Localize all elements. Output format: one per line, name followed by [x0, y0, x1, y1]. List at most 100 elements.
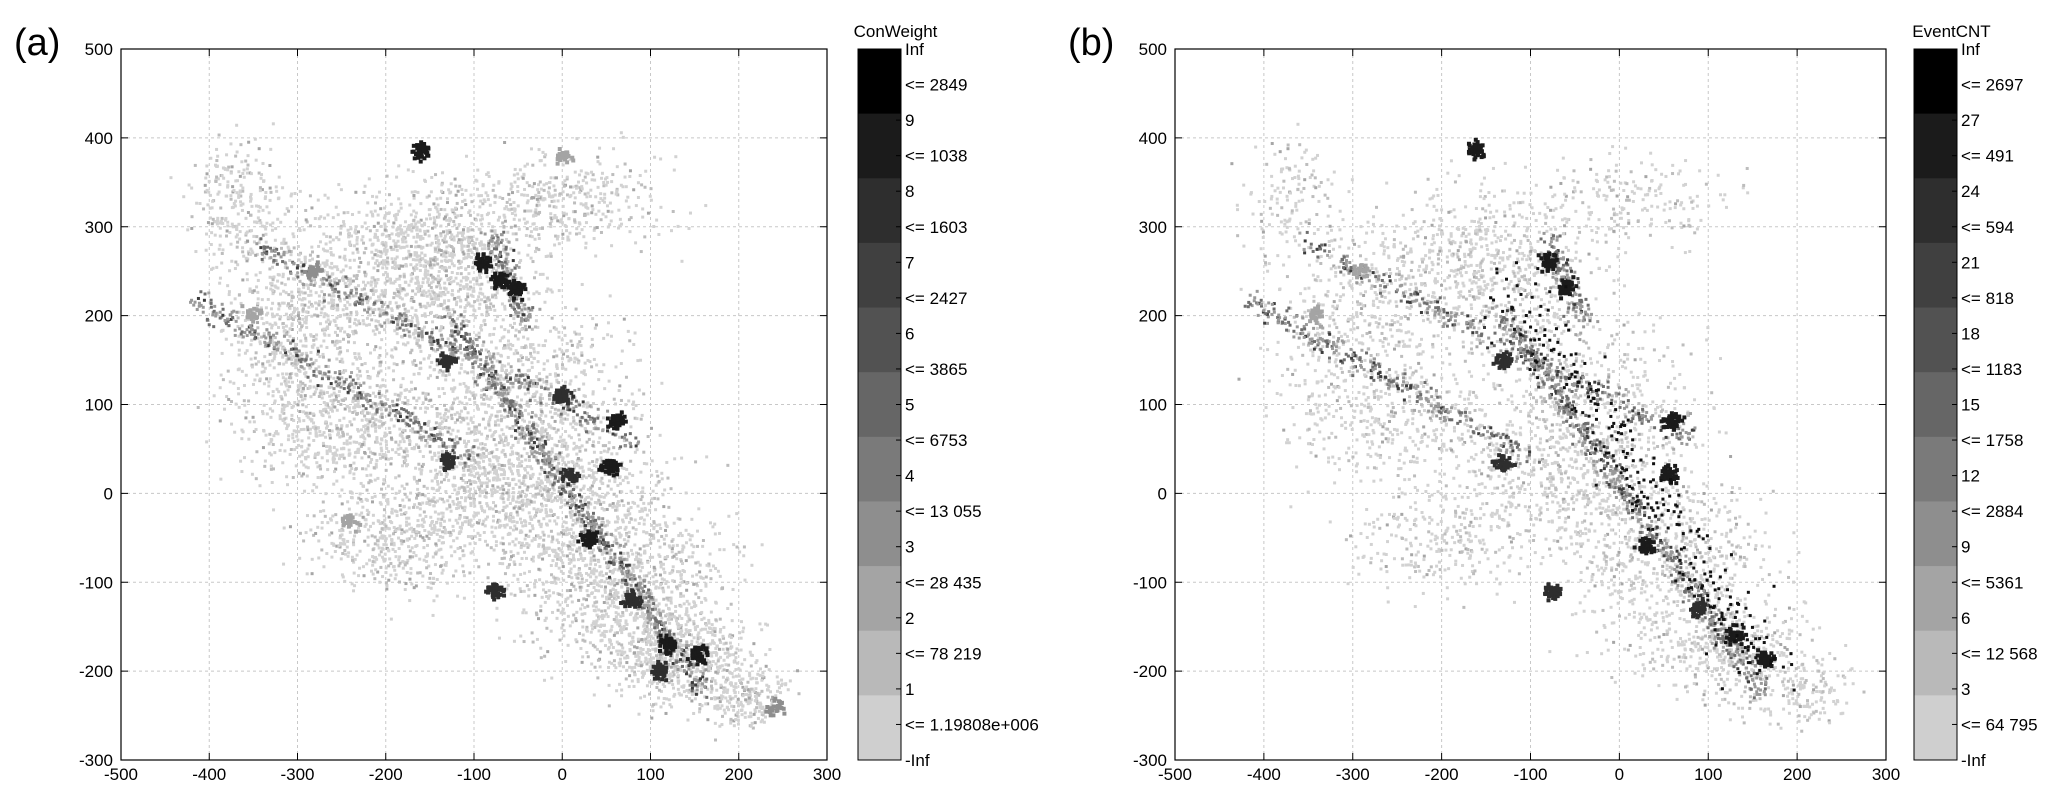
- data-point: [521, 418, 524, 421]
- data-point: [377, 264, 380, 267]
- data-point: [601, 482, 604, 485]
- data-point: [329, 241, 332, 244]
- data-point: [314, 217, 317, 220]
- data-point: [461, 358, 464, 361]
- data-point: [340, 270, 343, 273]
- data-point: [377, 308, 380, 311]
- data-point: [521, 504, 524, 507]
- data-point: [727, 515, 730, 518]
- data-point: [463, 574, 466, 577]
- data-point: [439, 303, 442, 306]
- data-point: [535, 375, 538, 378]
- data-point: [492, 478, 495, 481]
- data-point: [448, 373, 451, 376]
- data-point: [437, 518, 440, 521]
- data-point: [500, 495, 503, 498]
- data-point: [207, 292, 210, 295]
- data-point: [485, 496, 488, 499]
- data-point: [378, 191, 381, 194]
- data-point: [273, 275, 276, 278]
- data-point: [321, 434, 324, 437]
- data-point: [498, 441, 501, 444]
- data-point: [246, 349, 249, 352]
- data-point: [467, 320, 470, 323]
- data-point: [434, 225, 437, 228]
- data-point: [317, 199, 320, 202]
- data-point: [516, 578, 519, 581]
- data-point: [350, 371, 353, 374]
- data-point: [309, 395, 312, 398]
- data-point: [482, 466, 485, 469]
- data-point: [650, 427, 653, 430]
- data-point: [468, 479, 471, 482]
- data-point: [600, 477, 603, 480]
- data-point: [479, 287, 482, 290]
- data-point: [236, 263, 239, 266]
- data-point: [570, 340, 573, 343]
- data-point: [534, 496, 537, 499]
- data-point: [534, 271, 537, 274]
- data-point: [318, 395, 321, 398]
- data-point: [322, 353, 325, 356]
- data-point: [557, 429, 560, 432]
- data-point: [425, 392, 428, 395]
- data-point: [503, 308, 506, 311]
- data-point: [524, 524, 527, 527]
- data-point: [322, 339, 325, 342]
- data-point: [418, 228, 421, 231]
- data-point: [562, 163, 565, 166]
- data-point: [538, 372, 541, 375]
- data-point: [451, 323, 454, 326]
- data-point: [431, 456, 434, 459]
- data-point: [433, 263, 436, 266]
- data-point: [484, 411, 487, 414]
- data-point: [271, 282, 274, 285]
- data-point: [352, 280, 355, 283]
- data-point: [265, 321, 268, 324]
- data-point: [460, 266, 463, 269]
- data-point: [491, 531, 494, 534]
- data-point: [284, 213, 287, 216]
- data-point: [521, 524, 524, 527]
- data-point: [472, 277, 475, 280]
- data-point: [435, 421, 438, 424]
- data-point: [527, 298, 530, 301]
- data-point: [603, 557, 606, 560]
- data-point: [344, 248, 347, 251]
- data-point: [492, 515, 495, 518]
- data-point: [417, 287, 420, 290]
- data-point: [438, 284, 441, 287]
- data-point: [451, 271, 454, 274]
- data-point: [643, 462, 646, 465]
- data-point: [604, 494, 607, 497]
- data-point: [399, 224, 402, 227]
- data-point: [612, 502, 615, 505]
- data-point: [295, 220, 298, 223]
- data-point: [324, 194, 327, 197]
- data-point: [243, 404, 246, 407]
- data-point: [500, 375, 503, 378]
- data-point: [482, 244, 485, 247]
- data-point: [455, 303, 458, 306]
- data-point: [460, 421, 463, 424]
- data-point: [406, 402, 409, 405]
- data-point: [322, 248, 325, 251]
- data-point: [566, 445, 569, 448]
- data-point: [284, 283, 287, 286]
- data-point: [309, 428, 312, 431]
- data-point: [327, 197, 330, 200]
- data-point: [326, 250, 329, 253]
- data-point: [506, 477, 509, 480]
- data-point: [481, 472, 484, 475]
- data-point: [235, 403, 238, 406]
- data-point: [310, 206, 313, 209]
- data-point: [257, 333, 260, 336]
- data-point: [622, 504, 625, 507]
- data-point: [269, 353, 272, 356]
- data-point: [515, 500, 518, 503]
- data-point: [305, 218, 308, 221]
- data-point: [505, 516, 508, 519]
- data-point: [407, 226, 410, 229]
- data-point: [390, 203, 393, 206]
- data-point: [268, 433, 271, 436]
